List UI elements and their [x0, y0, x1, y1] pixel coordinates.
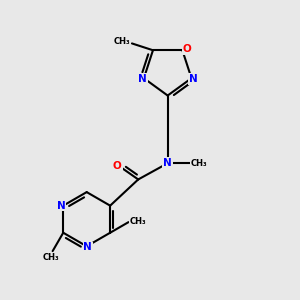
Text: N: N — [163, 158, 172, 168]
Text: CH₃: CH₃ — [43, 254, 59, 262]
Text: N: N — [138, 74, 147, 84]
Text: CH₃: CH₃ — [130, 217, 147, 226]
Text: CH₃: CH₃ — [114, 38, 130, 46]
Text: O: O — [183, 44, 191, 54]
Text: N: N — [189, 74, 197, 84]
Text: N: N — [83, 242, 92, 253]
Text: N: N — [56, 201, 65, 211]
Text: O: O — [113, 161, 122, 171]
Text: CH₃: CH₃ — [190, 159, 207, 168]
